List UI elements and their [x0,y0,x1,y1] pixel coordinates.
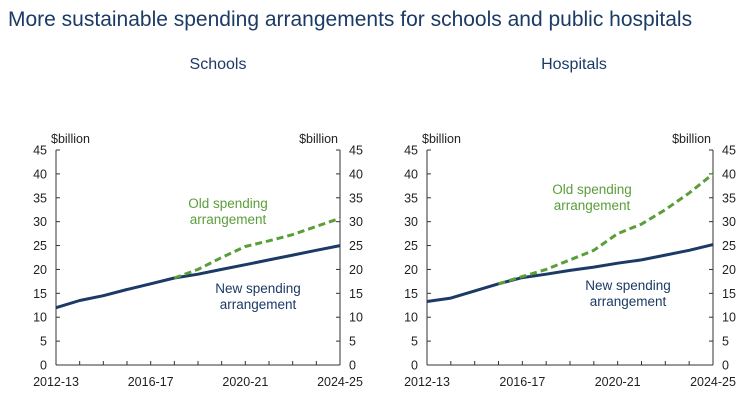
chart2-ytick-left-label: 10 [404,311,418,325]
annotation-line: arrangement [220,297,297,312]
chart2-ytick-left-label: 25 [404,239,418,253]
chart1-xtick-label: 2012-13 [33,375,79,389]
annotation-line: arrangement [554,198,631,213]
chart2-ytick-left-label: 5 [411,335,418,349]
chart1-right-unit-label: $billion [299,132,338,146]
chart1-annotation-old: Old spending arrangement [188,196,268,227]
chart1-xtick-label: 2024-25 [317,375,363,389]
figure-title: More sustainable spending arrangements f… [8,8,693,31]
chart1-ytick-right-label: 15 [349,287,363,301]
chart1-ytick-right-label: 35 [349,191,363,205]
chart2-ytick-right-label: 5 [722,335,729,349]
chart2-ytick-left-label: 35 [404,191,418,205]
chart2-ytick-left-label: 30 [404,215,418,229]
chart2-ytick-right-label: 35 [722,191,736,205]
chart1-ytick-right-label: 45 [349,144,363,158]
annotation-line: arrangement [190,212,267,227]
chart2-xtick-label: 2020-21 [595,375,641,389]
chart2-annotation-old: Old spending arrangement [552,182,632,213]
annotation-line: Old spending [188,196,268,211]
chart1-ytick-right-label: 40 [349,167,363,181]
annotation-line: Old spending [552,182,632,197]
chart1-xtick-label: 2016-17 [128,375,174,389]
chart2-right-unit-label: $billion [672,132,711,146]
chart2-ytick-right-label: 45 [722,144,736,158]
chart1-left-unit-label: $billion [51,132,90,146]
chart1-ytick-left-label: 0 [40,359,47,373]
chart2-ytick-right-label: 25 [722,239,736,253]
chart2-ytick-right-label: 15 [722,287,736,301]
chart1-ytick-left-label: 30 [33,215,47,229]
chart1-ytick-right-label: 5 [349,335,356,349]
chart2-ytick-right-label: 20 [722,263,736,277]
chart1-ytick-left-label: 25 [33,239,47,253]
chart1-annotation-new: New spending arrangement [215,281,301,312]
annotation-line: New spending [585,278,671,293]
chart2-ytick-left-label: 45 [404,144,418,158]
chart2-xtick-label: 2012-13 [404,375,450,389]
chart1-old-spending-line [173,216,341,280]
chart2-left-unit-label: $billion [422,132,461,146]
chart2-ytick-left-label: 40 [404,167,418,181]
chart2-xtick-label: 2016-17 [499,375,545,389]
chart1-ytick-left-label: 45 [33,144,47,158]
chart1-xtick-label: 2020-21 [222,375,268,389]
chart1-ytick-left-label: 5 [40,335,47,349]
chart2-ytick-right-label: 10 [722,311,736,325]
chart2-ytick-right-label: 40 [722,167,736,181]
chart1-subtitle: Schools [190,56,247,73]
chart2-subtitle: Hospitals [541,56,607,73]
chart1-ytick-right-label: 20 [349,263,363,277]
chart2-ytick-left-label: 15 [404,287,418,301]
chart2-ytick-left-label: 20 [404,263,418,277]
chart1-ytick-left-label: 40 [33,167,47,181]
chart1-ytick-left-label: 35 [33,191,47,205]
chart2-ytick-right-label: 30 [722,215,736,229]
annotation-line: arrangement [590,294,667,309]
chart1-ytick-left-label: 20 [33,263,47,277]
chart1-ytick-right-label: 0 [349,359,356,373]
chart1-ytick-left-label: 15 [33,287,47,301]
chart2-ytick-right-label: 0 [722,359,729,373]
chart1-ytick-right-label: 25 [349,239,363,253]
chart2-xtick-label: 2024-25 [690,375,736,389]
chart2-ytick-left-label: 0 [411,359,418,373]
chart1-ytick-right-label: 30 [349,215,363,229]
annotation-line: New spending [215,281,301,296]
chart2-old-spending-line [498,172,714,286]
chart2-annotation-new: New spending arrangement [585,278,671,309]
chart1-ytick-left-label: 10 [33,311,47,325]
chart1-ytick-right-label: 10 [349,311,363,325]
chart1-new-spending-line [55,244,341,310]
chart2-new-spending-line [426,243,714,303]
